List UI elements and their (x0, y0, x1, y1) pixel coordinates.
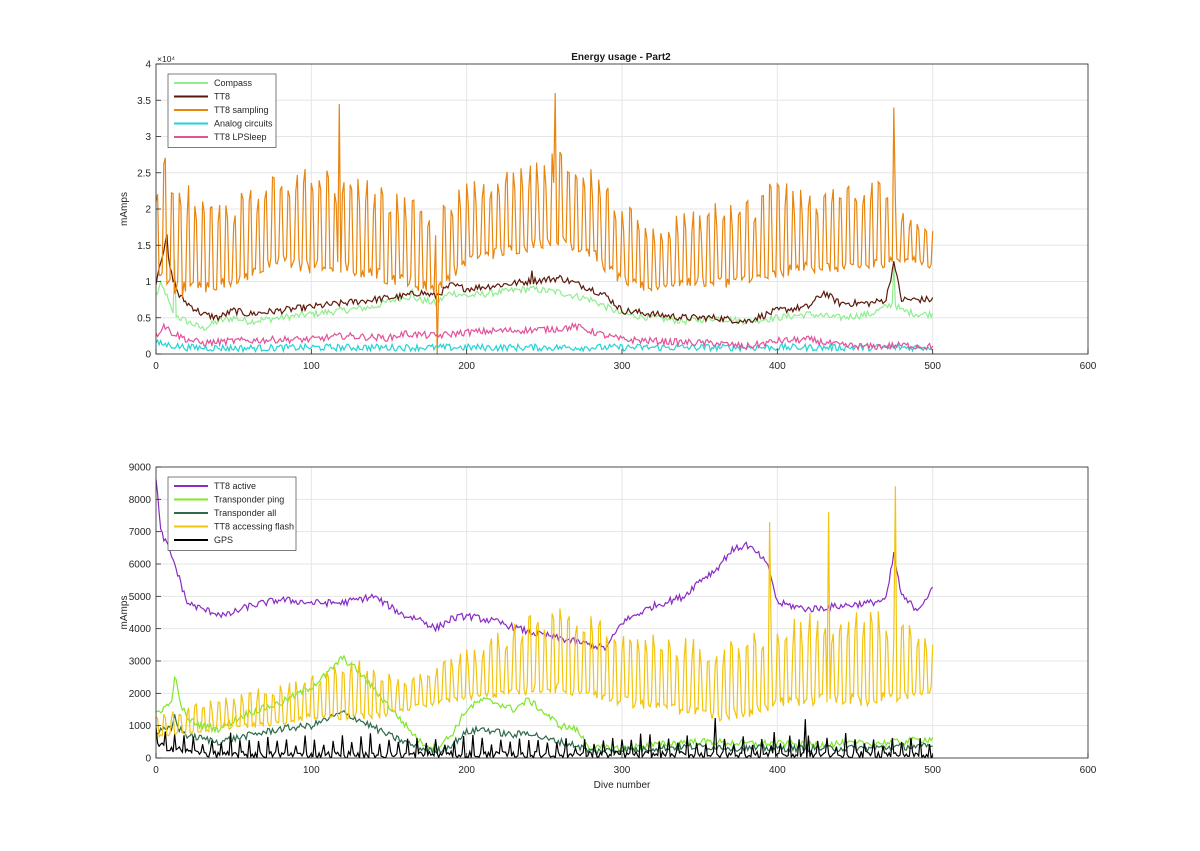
y-tick-label: 4000 (129, 624, 152, 635)
y-tick-label: 3000 (129, 657, 152, 668)
y-tick-label: 7000 (129, 527, 152, 538)
x-tick-label: 600 (1080, 361, 1097, 372)
legend-label: TT8 LPSleep (214, 132, 267, 142)
legend-label: Transponder ping (214, 495, 284, 505)
legend-label: TT8 (214, 92, 230, 102)
y-axis-label: mAmps (119, 596, 130, 630)
series-line (156, 234, 934, 325)
bottom-chart: 0 100 200 300 400 500 600010002000300040005000… (119, 463, 1097, 792)
legend-label: TT8 accessing flash (214, 522, 294, 532)
y-tick-label: 0 (145, 754, 151, 765)
x-tick-label: 300 (614, 765, 631, 776)
legend-label: Analog circuits (214, 119, 273, 129)
legend-label: TT8 sampling (214, 105, 269, 115)
x-tick-label: 100 (303, 765, 320, 776)
y-tick-label: 4 (145, 60, 151, 71)
figure-title: Energy usage - Part2 (571, 52, 671, 63)
y-tick-label: 2.5 (137, 168, 151, 179)
x-tick-label: 200 (458, 765, 475, 776)
legend-label: Transponder all (214, 508, 276, 518)
y-tick-label: 3.5 (137, 96, 151, 107)
y-tick-label: 2000 (129, 689, 152, 700)
y-tick-label: 0.5 (137, 313, 151, 324)
y-tick-label: 3 (145, 132, 151, 143)
x-tick-label: 500 (924, 765, 941, 776)
series-line (156, 338, 934, 354)
x-tick-label: 400 (769, 765, 786, 776)
legend-label: TT8 active (214, 481, 256, 491)
y-exponent-label: ×10⁴ (157, 54, 175, 64)
x-tick-label: 600 (1080, 765, 1097, 776)
x-tick-label: 500 (924, 361, 941, 372)
y-tick-label: 9000 (129, 463, 152, 474)
y-tick-label: 0 (145, 350, 151, 361)
y-tick-label: 5000 (129, 592, 152, 603)
top-chart: 0 100 200 300 400 500 600 0 0.5 1 1.5 2 2.5 3 3.5 4 ×10⁴… (119, 54, 1097, 372)
y-tick-label: 1 (145, 277, 151, 288)
x-axis-label: Dive number (594, 780, 651, 791)
series-line (156, 654, 934, 754)
series-line (156, 709, 933, 756)
x-tick-label: 0 (153, 361, 159, 372)
y-tick-label: 1.5 (137, 241, 151, 252)
series-line (156, 259, 934, 331)
legend-label: Compass (214, 78, 253, 88)
x-tick-label: 300 (614, 361, 631, 372)
legend-label: GPS (214, 535, 233, 545)
y-tick-label: 2 (145, 205, 151, 216)
y-tick-label: 1000 (129, 721, 152, 732)
y-tick-label: 6000 (129, 560, 152, 571)
series-line (156, 486, 934, 739)
x-tick-label: 400 (769, 361, 786, 372)
x-tick-label: 0 (153, 765, 159, 776)
x-tick-label: 200 (458, 361, 475, 372)
series-line (156, 321, 934, 352)
y-axis-label: mAmps (119, 192, 130, 226)
series-line (156, 717, 934, 758)
x-tick-label: 100 (303, 361, 320, 372)
series-line (156, 92, 934, 354)
y-tick-label: 8000 (129, 495, 152, 506)
